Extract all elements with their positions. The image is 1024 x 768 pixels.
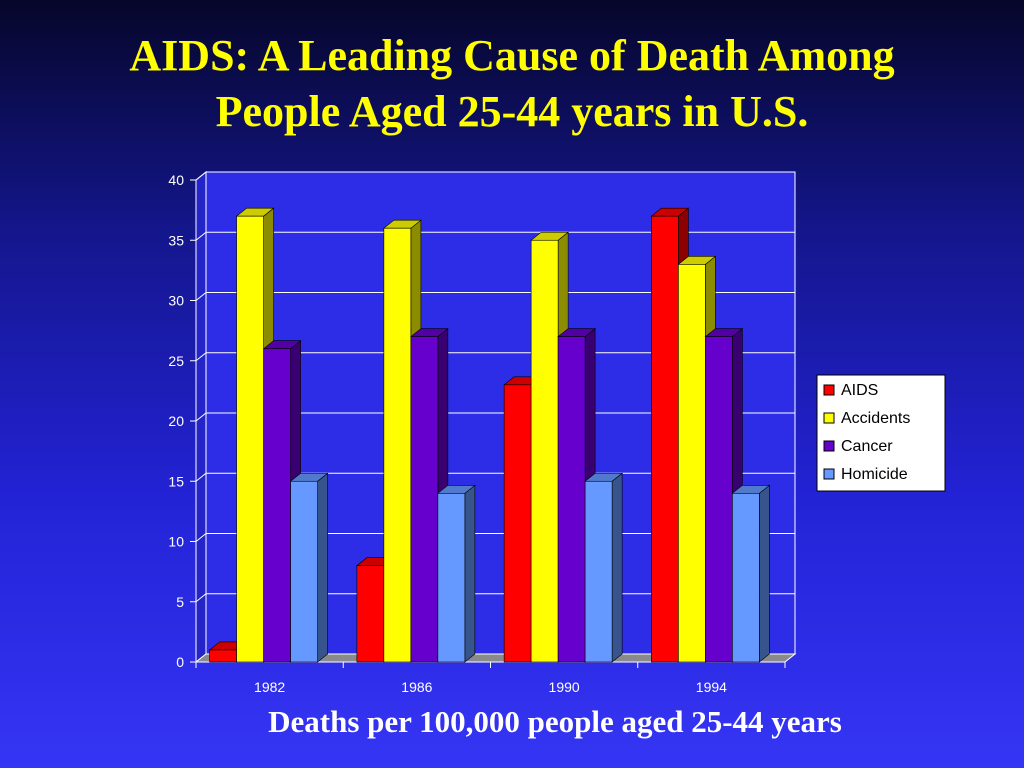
legend-item-cancer: Cancer bbox=[823, 438, 893, 455]
bar-side bbox=[759, 484, 770, 663]
bar-homicide-1994 bbox=[731, 484, 771, 663]
bar-front bbox=[584, 480, 613, 663]
bar-front bbox=[557, 336, 586, 663]
bar-front bbox=[263, 348, 291, 663]
bar-front bbox=[383, 227, 412, 663]
gridline bbox=[195, 231, 795, 241]
bar-homicide-1982 bbox=[289, 472, 329, 663]
legend-label: AIDS bbox=[841, 382, 878, 399]
y-axis: 0 5 10 15 20 25 30 35 40 bbox=[168, 172, 197, 670]
y-tick-label: 5 bbox=[176, 594, 184, 610]
bar-side bbox=[317, 472, 328, 663]
y-tick-label: 25 bbox=[168, 353, 184, 369]
slide-title: AIDS: A Leading Cause of Death Among Peo… bbox=[0, 28, 1024, 140]
chart-caption: Deaths per 100,000 people aged 25-44 yea… bbox=[268, 704, 842, 739]
x-tick-label: 1994 bbox=[696, 679, 727, 695]
legend-item-aids: AIDS bbox=[823, 382, 878, 399]
x-axis: 1982 1986 1990 1994 bbox=[195, 661, 786, 695]
gridline bbox=[195, 352, 795, 362]
bars bbox=[208, 207, 771, 663]
bar-accidents-1986 bbox=[383, 219, 422, 663]
legend-swatch bbox=[823, 468, 835, 480]
legend-swatch bbox=[823, 440, 835, 452]
legend: AIDS Accidents Cancer Homicide bbox=[816, 374, 946, 492]
gridline bbox=[195, 412, 795, 422]
bar-side bbox=[464, 484, 476, 663]
x-tick-label: 1986 bbox=[401, 679, 432, 695]
bar-front bbox=[290, 480, 318, 663]
gridline bbox=[195, 171, 795, 181]
bar-front bbox=[503, 384, 532, 663]
bar-front bbox=[705, 336, 733, 663]
y-tick-label: 15 bbox=[168, 473, 184, 489]
y-tick-label: 35 bbox=[168, 232, 184, 248]
y-tick-label: 30 bbox=[168, 293, 184, 309]
slide-title-line-2: People Aged 25-44 years in U.S. bbox=[215, 87, 809, 136]
legend-swatch bbox=[823, 384, 835, 396]
legend-label: Cancer bbox=[841, 438, 893, 455]
x-tick-label: 1990 bbox=[549, 679, 580, 695]
gridline bbox=[195, 292, 795, 301]
bar-front bbox=[678, 264, 706, 663]
y-tick-label: 40 bbox=[168, 172, 184, 188]
bar-front bbox=[437, 492, 466, 663]
bar-front bbox=[651, 215, 679, 663]
slide-title-line-1: AIDS: A Leading Cause of Death Among bbox=[129, 31, 895, 80]
legend-box bbox=[816, 374, 946, 492]
bar-front bbox=[209, 649, 237, 663]
legend-item-accidents: Accidents bbox=[823, 410, 910, 427]
x-tick-label: 1982 bbox=[254, 679, 285, 695]
y-tick-label: 20 bbox=[168, 413, 184, 429]
y-tick-label: 0 bbox=[176, 654, 184, 670]
bar-side bbox=[611, 472, 623, 663]
bar-front bbox=[530, 239, 559, 663]
bar-front bbox=[356, 565, 385, 663]
legend-label: Accidents bbox=[841, 410, 910, 427]
legend-item-homicide: Homicide bbox=[823, 466, 908, 483]
legend-swatch bbox=[823, 412, 835, 424]
bar-front bbox=[236, 215, 264, 663]
legend-label: Homicide bbox=[841, 466, 908, 483]
bar-homicide-1990 bbox=[584, 472, 623, 663]
bar-front bbox=[410, 336, 439, 663]
bar-front bbox=[732, 492, 760, 663]
bar-homicide-1986 bbox=[437, 484, 476, 663]
y-tick-label: 10 bbox=[168, 534, 184, 550]
